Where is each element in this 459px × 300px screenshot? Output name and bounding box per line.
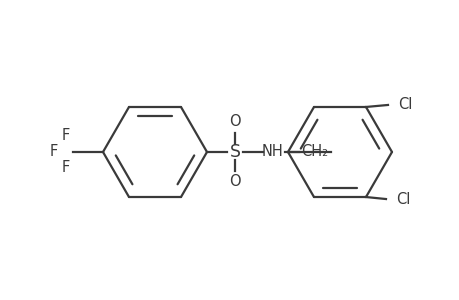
Text: CH₂: CH₂ xyxy=(301,145,328,160)
Text: O: O xyxy=(229,175,241,190)
Text: NH: NH xyxy=(262,145,283,160)
Text: Cl: Cl xyxy=(397,98,411,112)
Text: F: F xyxy=(62,160,70,175)
Text: Cl: Cl xyxy=(395,191,409,206)
Text: S: S xyxy=(229,143,240,161)
Text: O: O xyxy=(229,115,241,130)
Text: F: F xyxy=(50,145,58,160)
Text: F: F xyxy=(62,128,70,143)
